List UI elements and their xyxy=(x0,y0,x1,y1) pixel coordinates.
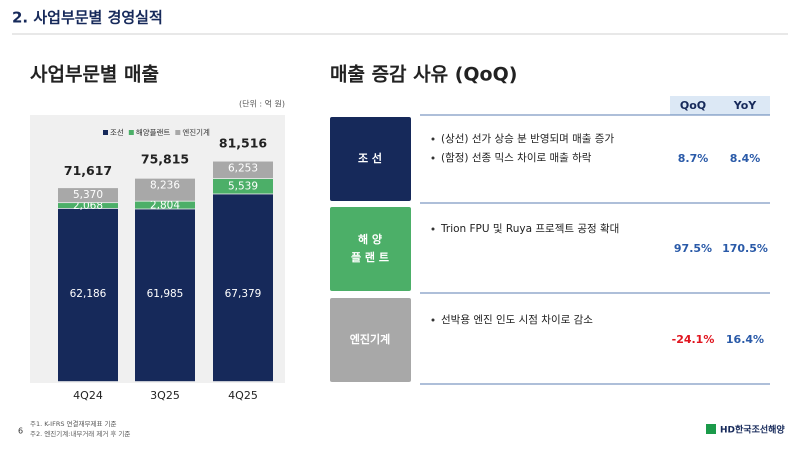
column-header: YoY xyxy=(733,99,758,112)
row-label: 엔진기계 xyxy=(350,332,390,346)
yoy-value: 170.5% xyxy=(722,242,768,255)
segment-label: 8,236 xyxy=(150,180,180,192)
segment-label: 62,186 xyxy=(70,288,107,300)
x-tick-label: 3Q25 xyxy=(150,389,180,402)
bullet-text: Trion FPU 및 Ruya 프로젝트 공정 확대 xyxy=(440,222,619,235)
segment-label: 6,253 xyxy=(228,163,258,175)
bar-segment xyxy=(58,188,118,203)
total-label: 71,617 xyxy=(64,163,112,178)
bar-segment xyxy=(135,178,195,201)
bar-segment xyxy=(213,161,273,179)
row-label-box xyxy=(330,207,411,291)
chart-title: 사업부문별 매출 xyxy=(30,64,159,86)
bullet-text: 선박용 엔진 인도 시점 차이로 감소 xyxy=(441,314,593,326)
bar-segment xyxy=(135,209,195,382)
bar-segment xyxy=(213,194,273,382)
bar-segment xyxy=(58,203,118,209)
segment-label: 2,068 xyxy=(73,200,103,212)
bullet-dot xyxy=(431,318,435,322)
footnote: 주1. K-IFRS 연결재무제표 기준 xyxy=(30,419,116,428)
legend-swatch xyxy=(128,130,134,135)
legend-swatch xyxy=(175,130,181,135)
row-label: 해 양 xyxy=(358,232,382,246)
bullet-dot xyxy=(431,156,435,160)
bullet-dot xyxy=(431,137,435,141)
unit: (단위 : 억 원) xyxy=(239,99,285,109)
bullet-dot xyxy=(431,227,435,231)
segment-label: 61,985 xyxy=(147,288,184,300)
legend-label: 해양플랜트 xyxy=(136,127,171,137)
row-label-box xyxy=(330,117,411,201)
bullet-text: (상선) 선가 상승 분 반영되며 매출 증가 xyxy=(441,133,614,145)
logo: HD한국조선해양 xyxy=(720,424,785,436)
table-title: 매출 증감 사유 (QoQ) xyxy=(330,64,517,86)
column-header: QoQ xyxy=(680,99,706,112)
yoy-value: 8.4% xyxy=(730,152,761,165)
segment-label: 2,804 xyxy=(150,199,180,211)
total-label: 75,815 xyxy=(141,151,189,166)
table-header-bg xyxy=(670,96,770,115)
bar-segment xyxy=(58,208,118,382)
header-title: 2. 사업부문별 경영실적 xyxy=(12,9,163,27)
legend-swatch xyxy=(103,130,108,135)
bullet-text: (함정) 선종 믹스 차이로 매출 하락 xyxy=(441,151,592,164)
legend-label: 엔진기계 xyxy=(182,127,210,137)
qoq-value: 97.5% xyxy=(674,242,712,255)
qoq-value: 8.7% xyxy=(678,152,709,165)
row-label-box xyxy=(330,298,411,382)
bar-segment xyxy=(213,178,273,194)
x-tick-label: 4Q25 xyxy=(228,389,258,402)
logo-mark xyxy=(706,424,716,434)
yoy-value: 16.4% xyxy=(726,333,764,346)
total-label: 81,516 xyxy=(219,136,268,151)
segment-label: 67,379 xyxy=(225,288,262,300)
x-tick-label: 4Q24 xyxy=(73,389,103,402)
row-label: 조 선 xyxy=(358,151,382,165)
row-label: 플 랜 트 xyxy=(351,250,389,264)
segment-label: 5,539 xyxy=(228,181,258,193)
bar-segment xyxy=(135,201,195,209)
qoq-value: -24.1% xyxy=(672,333,715,346)
legend-label: 조선 xyxy=(110,128,124,137)
page-number: 6 xyxy=(18,427,23,436)
segment-label: 5,370 xyxy=(73,189,103,201)
footnote: 주2. 엔진기계:내부거래 제거 후 기준 xyxy=(30,429,130,438)
